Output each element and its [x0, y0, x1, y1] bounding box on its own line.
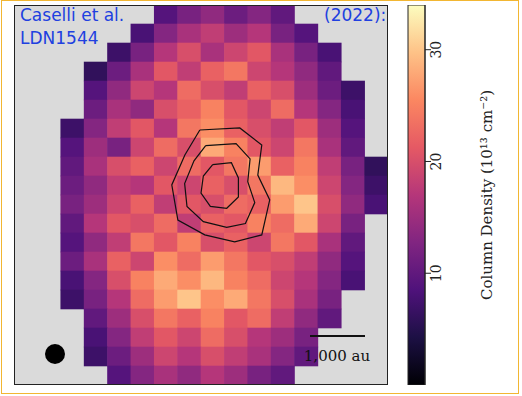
svg-text:Caselli et al.: Caselli et al. [20, 5, 124, 25]
svg-text:Column Density (10¹³ cm⁻²): Column Density (10¹³ cm⁻²) [478, 90, 496, 300]
svg-text:10: 10 [428, 264, 444, 282]
svg-text:(2022):: (2022): [324, 5, 386, 25]
svg-text:LDN1544: LDN1544 [20, 28, 99, 48]
svg-text:20: 20 [428, 153, 444, 171]
svg-text:1,000 au: 1,000 au [304, 347, 371, 365]
svg-text:30: 30 [428, 41, 444, 59]
